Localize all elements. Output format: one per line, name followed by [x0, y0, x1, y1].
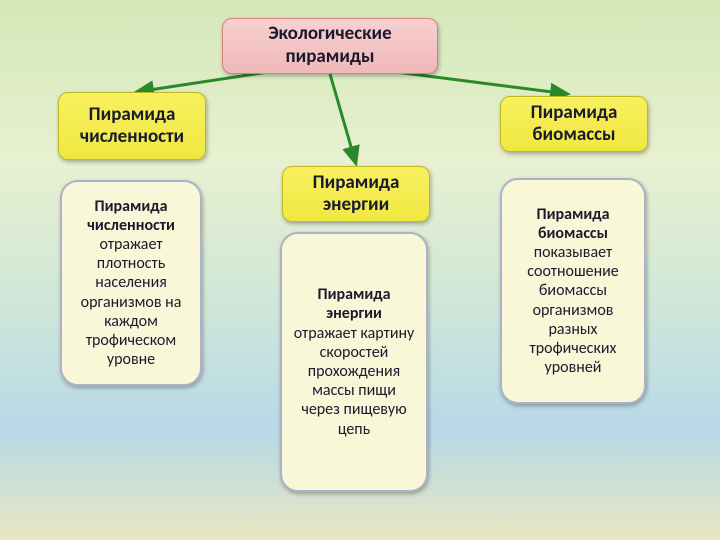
- category-desc: Пирамида численностиотражает плотность н…: [60, 180, 202, 386]
- category-desc: Пирамида биомассыпоказывает соотношение …: [500, 178, 646, 404]
- desc-bold-text: Пирамида численности: [72, 197, 190, 235]
- desc-text: отражает плотность населения организмов …: [72, 235, 190, 369]
- desc-text: отражает картину скоростей прохождения м…: [292, 324, 416, 439]
- desc-bold-text: Пирамида энергии: [292, 285, 416, 323]
- category-label: Пирамида численности: [58, 92, 206, 160]
- title-box: Экологические пирамиды: [222, 18, 438, 74]
- category-label: Пирамида энергии: [282, 166, 430, 222]
- category-desc: Пирамида энергииотражает картину скорост…: [280, 232, 428, 492]
- desc-text: показывает соотношение биомассы организм…: [512, 243, 634, 377]
- arrow-line: [136, 72, 268, 92]
- title-text: Экологические пирамиды: [233, 23, 427, 69]
- category-label: Пирамида биомассы: [500, 96, 648, 152]
- arrow-line: [396, 72, 568, 94]
- arrow-line: [330, 74, 356, 164]
- desc-bold-text: Пирамида биомассы: [512, 205, 634, 243]
